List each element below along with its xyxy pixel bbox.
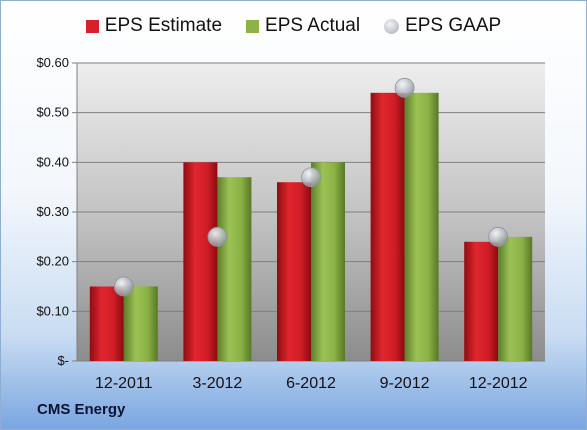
- gaap-points: [113, 77, 509, 297]
- y-axis-ticks: $- $0.10 $0.20 $0.30 $0.40 $0.50 $0.60: [36, 55, 78, 368]
- y-tick-label: $0.10: [36, 303, 69, 318]
- legend-label-actual: EPS Actual: [265, 15, 361, 36]
- legend: EPS Estimate EPS Actual EPS GAAP: [1, 15, 586, 37]
- bar-eps-actual: [123, 286, 158, 361]
- x-tick-label: 3-2012: [192, 375, 242, 392]
- y-tick-label: $0.20: [36, 254, 69, 269]
- bars: [89, 92, 533, 362]
- bar-eps-actual: [217, 177, 252, 361]
- bar-eps-actual: [404, 92, 439, 362]
- legend-swatch-estimate: [85, 19, 99, 33]
- bar-eps-actual: [311, 162, 345, 361]
- point-eps-gaap: [207, 226, 228, 247]
- y-tick-label: $0.40: [36, 154, 69, 169]
- bar-eps-actual: [498, 236, 533, 361]
- point-eps-gaap: [488, 226, 509, 247]
- x-tick-label: 9-2012: [380, 375, 430, 392]
- x-tick-label: 12-2012: [469, 375, 528, 392]
- legend-label-gaap: EPS GAAP: [405, 15, 502, 36]
- y-tick-label: $0.50: [36, 105, 69, 120]
- point-eps-gaap: [394, 77, 415, 98]
- bar-eps-estimate: [370, 92, 405, 362]
- bar-eps-estimate: [183, 162, 218, 361]
- x-axis-ticks: 12-2011 3-2012 6-2012 9-2012 12-2012: [95, 375, 528, 392]
- x-tick-label: 6-2012: [286, 375, 336, 392]
- y-tick-label: $0.30: [36, 204, 69, 219]
- bar-eps-estimate: [277, 182, 311, 361]
- bar-eps-estimate: [464, 241, 499, 361]
- legend-swatch-gaap: [384, 18, 400, 34]
- legend-item-estimate: EPS Estimate: [85, 15, 223, 37]
- y-tick-label: $-: [57, 353, 69, 368]
- legend-item-gaap: EPS GAAP: [384, 15, 501, 37]
- y-tick-label: $0.60: [36, 55, 69, 70]
- bar-eps-estimate: [89, 286, 124, 361]
- legend-item-actual: EPS Actual: [246, 15, 360, 37]
- legend-label-estimate: EPS Estimate: [104, 15, 223, 36]
- company-name: CMS Energy: [37, 401, 126, 418]
- x-tick-label: 12-2011: [95, 375, 153, 392]
- legend-swatch-actual: [246, 19, 260, 33]
- point-eps-gaap: [113, 276, 134, 297]
- point-eps-gaap: [301, 167, 321, 188]
